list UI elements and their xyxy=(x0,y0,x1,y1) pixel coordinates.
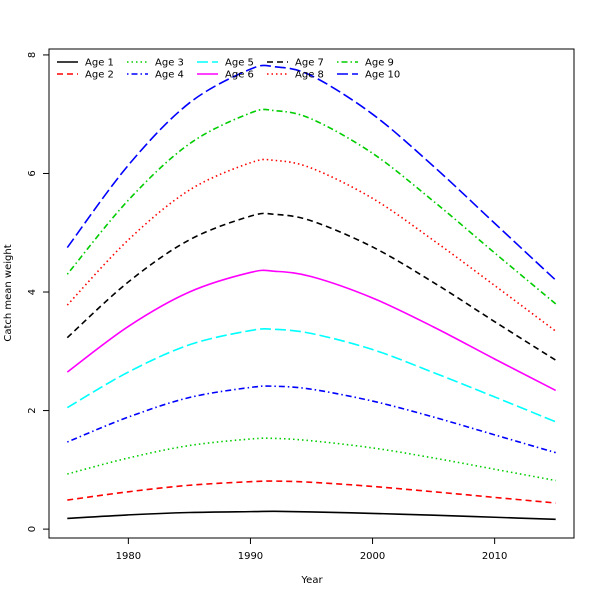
legend-label-age-7: Age 7 xyxy=(295,58,324,69)
legend-label-age-4: Age 4 xyxy=(155,70,184,81)
y-axis-title: Catch mean weight xyxy=(3,244,14,341)
series-line-age-6 xyxy=(66,269,557,392)
x-axis: 1980 1990 2000 2010 xyxy=(116,538,507,562)
legend-label-age-1: Age 1 xyxy=(85,58,114,69)
x-tick-label-1990: 1990 xyxy=(238,551,263,562)
legend-label-age-6: Age 6 xyxy=(225,70,254,81)
legend-label-age-8: Age 8 xyxy=(295,70,324,81)
x-tick-label-2000: 2000 xyxy=(360,551,385,562)
series-line-age-1 xyxy=(67,510,556,521)
series-line-age-10 xyxy=(66,64,557,281)
legend-label-age-5: Age 5 xyxy=(225,58,254,69)
y-tick-label-8: 8 xyxy=(27,52,38,58)
series-line-age-3 xyxy=(67,437,556,482)
legend-label-age-9: Age 9 xyxy=(365,58,394,69)
series-line-age-8 xyxy=(66,158,557,332)
y-tick-label-6: 6 xyxy=(27,170,38,176)
legend-label-age-3: Age 3 xyxy=(155,58,184,69)
y-tick-label-0: 0 xyxy=(27,526,38,532)
plot-frame xyxy=(48,48,575,539)
series-line-age-4 xyxy=(67,385,556,454)
y-tick-label-2: 2 xyxy=(27,407,38,413)
legend-label-age-10: Age 10 xyxy=(365,70,400,81)
x-tick-label-2010: 2010 xyxy=(482,551,507,562)
series-line-age-5 xyxy=(66,328,556,423)
series-line-age-2 xyxy=(67,480,556,504)
x-axis-title: Year xyxy=(300,575,323,586)
x-tick-label-1980: 1980 xyxy=(116,551,141,562)
series-line-age-9 xyxy=(66,108,557,305)
y-tick-label-4: 4 xyxy=(27,289,38,295)
series-line-age-7 xyxy=(66,212,557,361)
series-layer xyxy=(66,64,557,521)
legend-label-age-2: Age 2 xyxy=(85,70,114,81)
y-axis: 0 2 4 6 8 xyxy=(27,52,49,532)
